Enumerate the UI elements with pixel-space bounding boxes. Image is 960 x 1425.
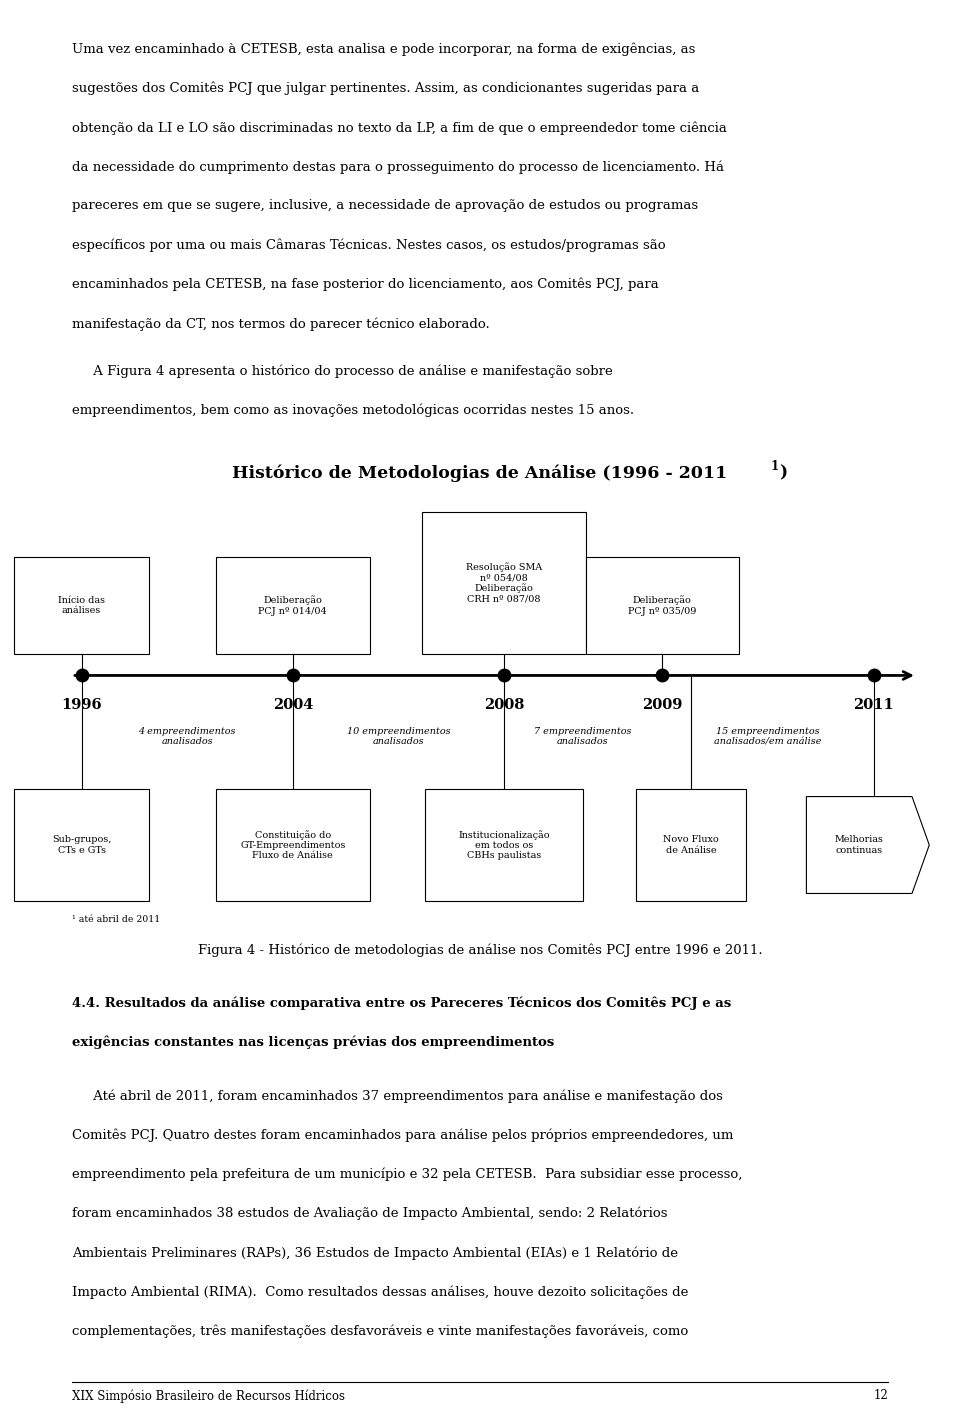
Polygon shape	[806, 797, 929, 893]
Text: encaminhados pela CETESB, na fase posterior do licenciamento, aos Comitês PCJ, p: encaminhados pela CETESB, na fase poster…	[72, 278, 659, 291]
Text: obtenção da LI e LO são discriminadas no texto da LP, a fim de que o empreendedo: obtenção da LI e LO são discriminadas no…	[72, 121, 727, 134]
Text: 2008: 2008	[484, 698, 524, 712]
Text: Novo Fluxo
de Análise: Novo Fluxo de Análise	[663, 835, 719, 855]
Text: Início das
análises: Início das análises	[59, 596, 105, 616]
Text: Institucionalização
em todos os
CBHs paulistas: Institucionalização em todos os CBHs pau…	[458, 829, 550, 861]
Text: foram encaminhados 38 estudos de Avaliação de Impacto Ambiental, sendo: 2 Relató: foram encaminhados 38 estudos de Avaliaç…	[72, 1207, 667, 1220]
Text: 4 empreendimentos
analisados: 4 empreendimentos analisados	[138, 727, 236, 747]
Text: ): )	[780, 465, 787, 482]
Text: 2011: 2011	[853, 698, 894, 712]
Text: empreendimento pela prefeitura de um município e 32 pela CETESB.  Para subsidiar: empreendimento pela prefeitura de um mun…	[72, 1167, 742, 1181]
FancyBboxPatch shape	[586, 557, 739, 654]
Text: 12: 12	[874, 1389, 888, 1402]
Text: Comitês PCJ. Quatro destes foram encaminhados para análise pelos próprios empree: Comitês PCJ. Quatro destes foram encamin…	[72, 1129, 733, 1141]
FancyBboxPatch shape	[636, 789, 747, 901]
Text: Resolução SMA
nº 054/08
Deliberação
CRH nº 087/08: Resolução SMA nº 054/08 Deliberação CRH …	[466, 561, 542, 604]
Text: Histórico de Metodologias de Análise (1996 - 2011: Histórico de Metodologias de Análise (19…	[232, 465, 728, 482]
FancyBboxPatch shape	[216, 789, 370, 901]
Text: Impacto Ambiental (RIMA).  Como resultados dessas análises, houve dezoito solici: Impacto Ambiental (RIMA). Como resultado…	[72, 1285, 688, 1298]
Text: 15 empreendimentos
analisados/em análise: 15 empreendimentos analisados/em análise	[714, 727, 822, 747]
Text: 2009: 2009	[642, 698, 683, 712]
Text: da necessidade do cumprimento destas para o prosseguimento do processo de licenc: da necessidade do cumprimento destas par…	[72, 161, 724, 174]
Text: Deliberação
PCJ nº 014/04: Deliberação PCJ nº 014/04	[258, 596, 327, 616]
Text: sugestões dos Comitês PCJ que julgar pertinentes. Assim, as condicionantes suger: sugestões dos Comitês PCJ que julgar per…	[72, 83, 699, 95]
Text: XIX Simpósio Brasileiro de Recursos Hídricos: XIX Simpósio Brasileiro de Recursos Hídr…	[72, 1389, 345, 1402]
Text: manifestação da CT, nos termos do parecer técnico elaborado.: manifestação da CT, nos termos do parece…	[72, 316, 490, 331]
FancyBboxPatch shape	[422, 512, 586, 654]
Text: 10 empreendimentos
analisados: 10 empreendimentos analisados	[347, 727, 450, 747]
Text: Ambientais Preliminares (RAPs), 36 Estudos de Impacto Ambiental (EIAs) e 1 Relat: Ambientais Preliminares (RAPs), 36 Estud…	[72, 1245, 678, 1260]
Text: empreendimentos, bem como as inovações metodológicas ocorridas nestes 15 anos.: empreendimentos, bem como as inovações m…	[72, 403, 635, 418]
Text: 1: 1	[771, 460, 779, 473]
FancyBboxPatch shape	[14, 789, 149, 901]
Text: Sub-grupos,
CTs e GTs: Sub-grupos, CTs e GTs	[52, 835, 111, 855]
FancyBboxPatch shape	[216, 557, 370, 654]
Text: Melhorias
continuas: Melhorias continuas	[835, 835, 883, 855]
Text: Constituição do
GT-Empreendimentos
Fluxo de Análise: Constituição do GT-Empreendimentos Fluxo…	[240, 829, 346, 861]
Text: 1996: 1996	[61, 698, 102, 712]
Text: complementações, três manifestações desfavoráveis e vinte manifestações favoráve: complementações, três manifestações desf…	[72, 1324, 688, 1338]
Text: Até abril de 2011, foram encaminhados 37 empreendimentos para análise e manifest: Até abril de 2011, foram encaminhados 37…	[72, 1089, 723, 1103]
Text: 2004: 2004	[273, 698, 313, 712]
Text: Uma vez encaminhado à CETESB, esta analisa e pode incorporar, na forma de exigên: Uma vez encaminhado à CETESB, esta anali…	[72, 43, 695, 56]
Text: Figura 4 - Histórico de metodologias de análise nos Comitês PCJ entre 1996 e 201: Figura 4 - Histórico de metodologias de …	[198, 943, 762, 956]
FancyBboxPatch shape	[424, 789, 584, 901]
Text: específicos por uma ou mais Câmaras Técnicas. Nestes casos, os estudos/programas: específicos por uma ou mais Câmaras Técn…	[72, 238, 665, 252]
FancyBboxPatch shape	[14, 557, 149, 654]
Text: A Figura 4 apresenta o histórico do processo de análise e manifestação sobre: A Figura 4 apresenta o histórico do proc…	[72, 365, 612, 378]
Text: 4.4. Resultados da análise comparativa entre os Pareceres Técnicos dos Comitês P: 4.4. Resultados da análise comparativa e…	[72, 996, 732, 1010]
Text: Deliberação
PCJ nº 035/09: Deliberação PCJ nº 035/09	[628, 596, 697, 616]
Text: ¹ até abril de 2011: ¹ até abril de 2011	[72, 915, 160, 923]
Text: 7 empreendimentos
analisados: 7 empreendimentos analisados	[534, 727, 632, 747]
Text: pareceres em que se sugere, inclusive, a necessidade de aprovação de estudos ou : pareceres em que se sugere, inclusive, a…	[72, 200, 698, 212]
Text: exigências constantes nas licenças prévias dos empreendimentos: exigências constantes nas licenças prévi…	[72, 1036, 554, 1049]
